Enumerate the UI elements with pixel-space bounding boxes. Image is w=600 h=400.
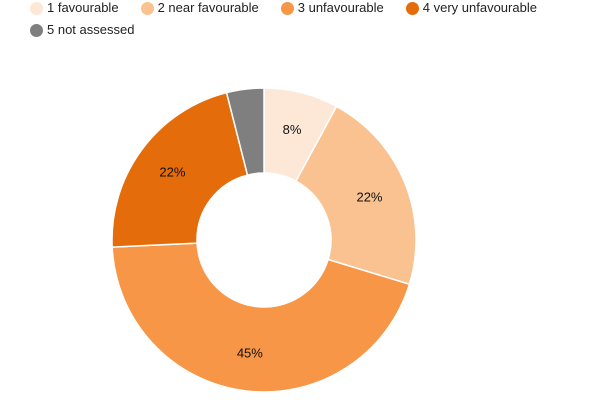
slices-group [111, 87, 417, 393]
slice-labels-group: 8% 22% 45% 22% [159, 122, 383, 361]
slice-label-4: 22% [159, 165, 185, 180]
legend-item-1: 1 favourable [30, 0, 119, 16]
chart-legend: 1 favourable 2 near favourable 3 unfavoura… [30, 0, 600, 38]
legend-swatch-1 [30, 1, 43, 15]
legend-swatch-2 [140, 1, 154, 15]
slice-3 [111, 242, 411, 393]
legend-swatch-3 [280, 1, 294, 15]
slice-5 [225, 87, 265, 176]
legend-item-3: 3 unfavourable [280, 0, 384, 16]
legend-item-5: 5 not assessed [30, 22, 134, 38]
slice-2 [294, 105, 417, 286]
legend-label-5: 5 not assessed [47, 22, 135, 37]
legend-label-2: 2 near favourable [157, 0, 259, 15]
legend-label-1: 1 favourable [47, 0, 119, 15]
slice-4 [111, 91, 249, 248]
legend-item-4: 4 very unfavourable [405, 0, 537, 16]
slice-label-3: 45% [237, 346, 263, 361]
legend-swatch-4 [405, 1, 419, 15]
legend-swatch-5 [30, 23, 43, 37]
legend-label-4: 4 very unfavourable [422, 0, 537, 15]
legend-item-2: 2 near favourable [140, 0, 259, 16]
legend-label-3: 3 unfavourable [297, 0, 384, 15]
slice-label-1: 8% [283, 122, 302, 137]
slice-label-2: 22% [356, 189, 382, 204]
